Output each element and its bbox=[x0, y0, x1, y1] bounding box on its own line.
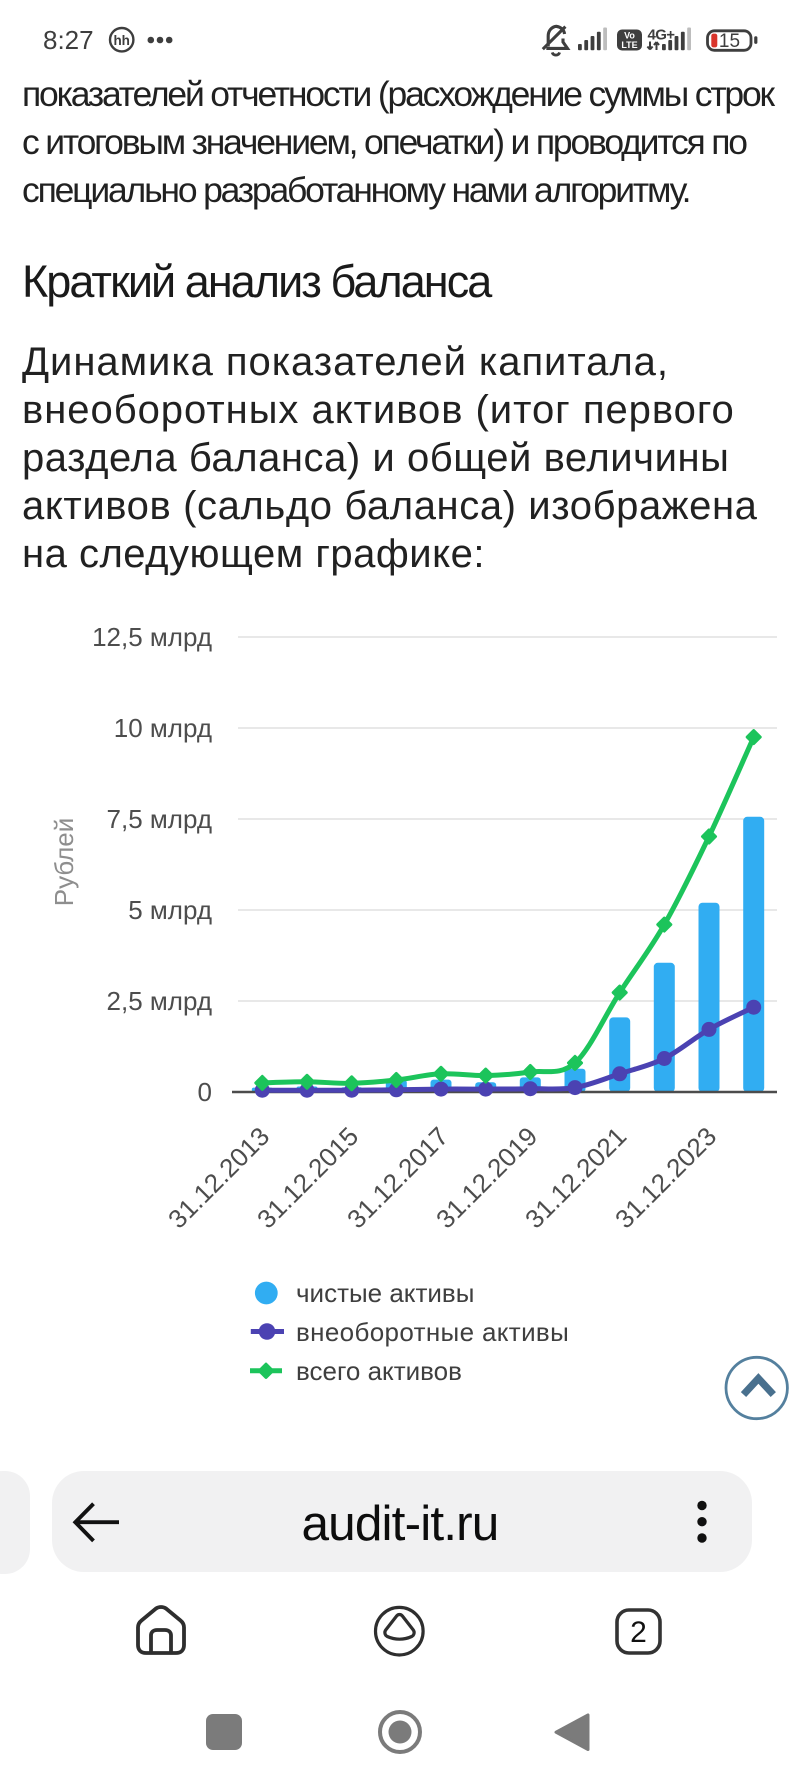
svg-text:Vo: Vo bbox=[624, 31, 635, 41]
svg-text:8:27: 8:27 bbox=[43, 25, 94, 55]
svg-text:15: 15 bbox=[719, 31, 740, 52]
svg-text:7,5 млрд: 7,5 млрд bbox=[107, 804, 212, 834]
svg-text:Рублей: Рублей bbox=[49, 818, 79, 907]
svg-text:чистые активы: чистые активы bbox=[296, 1278, 474, 1308]
svg-text:0: 0 bbox=[198, 1077, 212, 1107]
svg-text:5 млрд: 5 млрд bbox=[128, 895, 212, 925]
svg-text:2: 2 bbox=[630, 1616, 647, 1649]
svg-text:10 млрд: 10 млрд bbox=[114, 713, 212, 743]
svg-text:2,5 млрд: 2,5 млрд bbox=[107, 986, 212, 1016]
svg-text:внеоборотные активы: внеоборотные активы bbox=[296, 1317, 569, 1347]
svg-text:12,5 млрд: 12,5 млрд bbox=[92, 622, 212, 652]
svg-text:4G+: 4G+ bbox=[648, 27, 676, 44]
svg-text:LTE: LTE bbox=[621, 40, 637, 50]
svg-text:hh: hh bbox=[113, 33, 130, 48]
svg-text:всего активов: всего активов bbox=[296, 1356, 462, 1386]
